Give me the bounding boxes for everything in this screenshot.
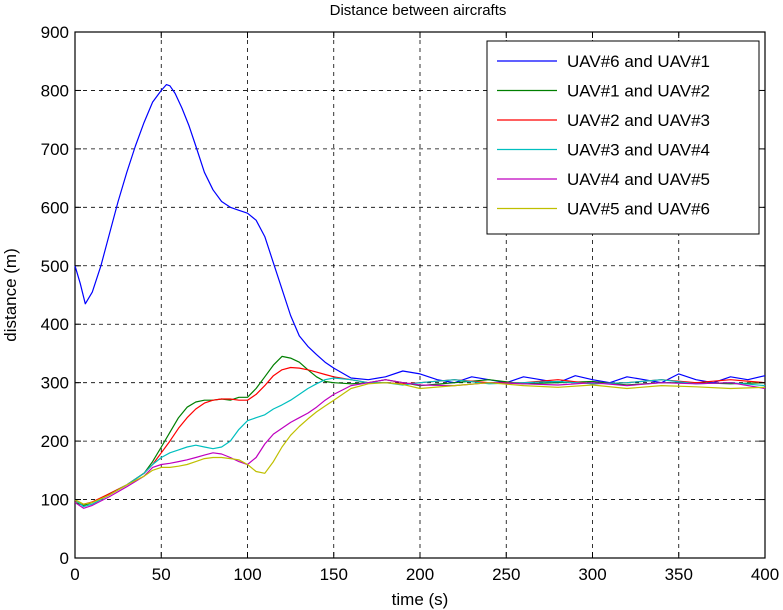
legend: UAV#6 and UAV#1 UAV#1 and UAV#2 UAV#2 and … [486, 40, 760, 235]
x-tick-label: 200 [406, 565, 434, 584]
x-tick-label: 300 [578, 565, 606, 584]
series-line-6 [74, 382, 766, 505]
x-tick-label: 250 [492, 565, 520, 584]
legend-box [486, 40, 760, 235]
y-tick-label: 500 [41, 257, 69, 276]
y-tick-label: 900 [41, 23, 69, 42]
legend-label: UAV#3 and UAV#4 [567, 141, 710, 160]
legend-label: UAV#5 and UAV#6 [567, 200, 710, 219]
x-tick-label: 50 [152, 565, 171, 584]
y-axis-label: distance (m) [1, 248, 20, 342]
series-layer [74, 83, 766, 509]
y-tick-label: 100 [41, 491, 69, 510]
y-tick-label: 300 [41, 374, 69, 393]
y-tick-label: 200 [41, 432, 69, 451]
axis-ticks: 0 50 100 150 200 250 300 350 400 0 100 200 300 400 500… [41, 23, 780, 584]
x-tick-label: 350 [665, 565, 693, 584]
series-line-4 [74, 377, 766, 508]
legend-label: UAV#1 and UAV#2 [567, 82, 710, 101]
x-tick-label: 150 [320, 565, 348, 584]
y-tick-label: 600 [41, 198, 69, 217]
legend-label: UAV#6 and UAV#1 [567, 52, 710, 71]
y-tick-label: 400 [41, 315, 69, 334]
legend-label: UAV#4 and UAV#5 [567, 170, 710, 189]
series-line-1 [74, 83, 766, 384]
x-axis-label: time (s) [392, 590, 449, 609]
y-tick-label: 800 [41, 81, 69, 100]
x-tick-label: 100 [233, 565, 261, 584]
series-line-5 [74, 379, 766, 509]
y-tick-label: 0 [60, 549, 69, 568]
y-tick-label: 700 [41, 140, 69, 159]
x-tick-label: 0 [70, 565, 79, 584]
chart-title: Distance between aircrafts [330, 2, 507, 19]
x-tick-label: 400 [751, 565, 779, 584]
legend-label: UAV#2 and UAV#3 [567, 111, 710, 130]
grid [75, 32, 765, 558]
